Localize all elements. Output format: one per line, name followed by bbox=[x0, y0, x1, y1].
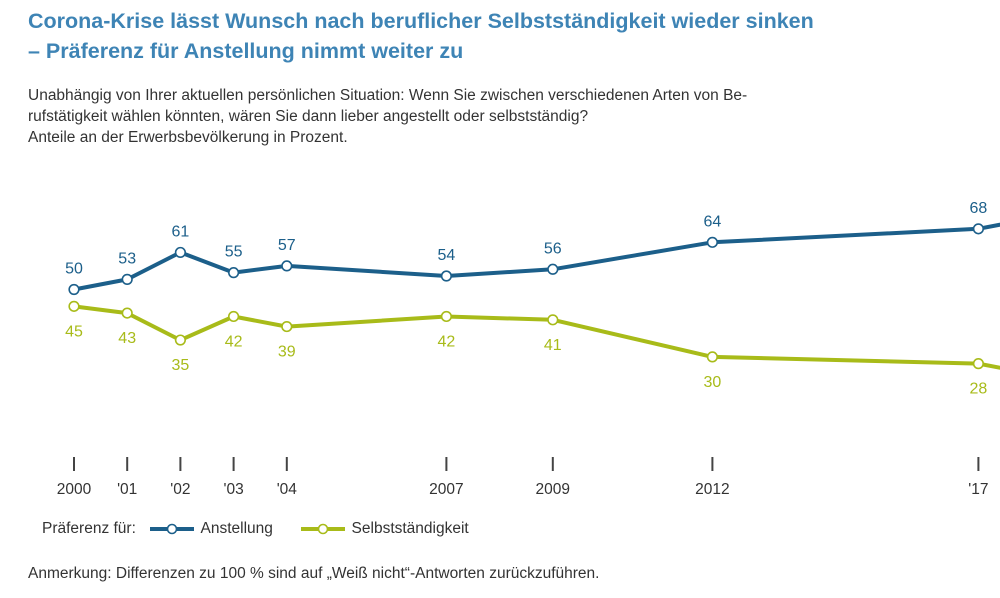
chart-title: Corona-Krise lässt Wunsch nach beruflich… bbox=[28, 6, 988, 66]
question-line-2: rufstätigkeit wählen könnten, wären Sie … bbox=[28, 108, 589, 125]
data-label: 57 bbox=[278, 237, 296, 254]
data-point bbox=[440, 310, 453, 323]
data-label: 35 bbox=[172, 357, 190, 374]
legend-label-anstellung: Anstellung bbox=[200, 520, 273, 537]
data-point bbox=[174, 246, 186, 259]
data-label: 53 bbox=[118, 250, 136, 267]
data-point bbox=[228, 310, 240, 323]
line-chart: 2000'01'02'03'04200720092012'17'18'19202… bbox=[57, 200, 1000, 498]
data-point bbox=[228, 267, 240, 279]
data-point bbox=[68, 283, 80, 296]
data-point bbox=[547, 263, 559, 275]
x-tick-label: '17 bbox=[968, 481, 988, 498]
data-point bbox=[281, 260, 293, 272]
data-label: 45 bbox=[65, 323, 83, 340]
title-line-1: Corona-Krise lässt Wunsch nach beruflich… bbox=[28, 9, 814, 33]
legend-marker-selbststaendigkeit bbox=[301, 523, 346, 535]
data-label: 28 bbox=[970, 381, 988, 398]
x-tick-label: 2000 bbox=[57, 481, 92, 498]
legend-prefix: Präferenz für: bbox=[42, 520, 136, 537]
x-tick-label: 2009 bbox=[536, 481, 570, 498]
data-label: 56 bbox=[544, 240, 562, 257]
x-tick-label: '02 bbox=[170, 481, 190, 498]
data-label: 68 bbox=[970, 200, 988, 217]
question-line-3: Anteile an der Erwerbsbevölkerung in Pro… bbox=[28, 129, 348, 146]
data-label: 55 bbox=[225, 244, 243, 261]
x-tick-label: '04 bbox=[277, 481, 298, 498]
data-point bbox=[440, 270, 453, 282]
series-line-anstellung bbox=[72, 222, 1000, 292]
data-label: 39 bbox=[278, 344, 296, 361]
data-label: 42 bbox=[438, 333, 456, 350]
data-point bbox=[706, 236, 719, 248]
data-point bbox=[281, 320, 293, 333]
x-tick-label: '03 bbox=[223, 481, 243, 498]
x-tick-label: 2007 bbox=[429, 481, 463, 498]
series-line-selbststaendigkeit bbox=[72, 304, 1000, 370]
data-point bbox=[174, 334, 186, 346]
data-point bbox=[68, 300, 80, 312]
data-point bbox=[121, 273, 133, 285]
chart-question: Unabhängig von Ihrer aktuellen persönlic… bbox=[28, 85, 968, 148]
data-label: 50 bbox=[65, 261, 83, 278]
legend: Präferenz für: Anstellung Selbstständigk… bbox=[42, 520, 469, 542]
data-label: 43 bbox=[118, 330, 136, 347]
data-point bbox=[972, 358, 985, 370]
data-label: 42 bbox=[225, 333, 243, 350]
question-line-1: Unabhängig von Ihrer aktuellen persönlic… bbox=[28, 87, 748, 104]
x-tick-label: 2012 bbox=[695, 481, 729, 498]
data-point bbox=[972, 223, 985, 235]
legend-marker-anstellung bbox=[150, 523, 195, 535]
legend-label-selbststaendigkeit: Selbstständigkeit bbox=[351, 520, 469, 537]
data-point bbox=[547, 314, 559, 326]
data-label: 61 bbox=[172, 223, 190, 240]
footnote: Anmerkung: Differenzen zu 100 % sind auf… bbox=[28, 565, 600, 582]
data-label: 54 bbox=[438, 247, 456, 264]
x-tick-label: '01 bbox=[117, 481, 137, 498]
data-point bbox=[706, 351, 719, 363]
title-line-2: – Präferenz für Anstellung nimmt weiter … bbox=[28, 39, 464, 63]
data-label: 64 bbox=[704, 213, 722, 230]
data-label: 30 bbox=[704, 374, 722, 391]
data-point bbox=[121, 307, 133, 319]
data-label: 41 bbox=[544, 337, 562, 354]
